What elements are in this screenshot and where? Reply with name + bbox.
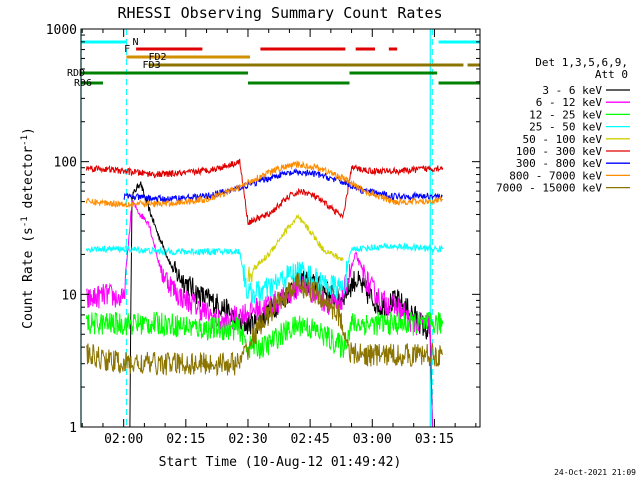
legend-label: 100 - 300 keV — [516, 145, 602, 158]
plot-frame — [80, 28, 481, 428]
legend-header-2: Att 0 — [595, 68, 628, 81]
series-line — [85, 199, 433, 428]
x-axis-label: Start Time (10-Aug-12 01:49:42) — [159, 455, 402, 470]
legend-label: 7000 - 15000 keV — [496, 182, 602, 195]
y-tick-label: 1 — [69, 421, 77, 436]
flag-label: F — [124, 44, 130, 55]
flag-label: N — [132, 37, 138, 48]
y-axis-label-end: ) — [21, 127, 36, 135]
series-line — [85, 241, 444, 304]
x-tick-label: 02:30 — [228, 432, 267, 447]
series-line — [85, 158, 444, 226]
y-tick-label: 100 — [54, 156, 77, 171]
series-line — [85, 160, 444, 208]
y-axis-label-sup2: -1 — [20, 135, 30, 146]
legend-label: 800 - 7000 keV — [509, 169, 602, 182]
y-tick-label: 10 — [61, 288, 77, 303]
legend-label: 12 - 25 keV — [529, 108, 602, 121]
flag-label: RDD — [67, 68, 85, 79]
x-tick-label: 03:15 — [415, 432, 454, 447]
flag-label: FD2 — [148, 52, 166, 63]
y-axis-label-sup1: -1 — [20, 216, 30, 227]
y-axis-label: Count Rate (s-1 detector-1) — [20, 127, 36, 329]
y-axis-label-main: Count Rate (s — [21, 227, 36, 329]
flag-label: FD3 — [143, 60, 161, 71]
chart-title: RHESSI Observing Summary Count Rates — [117, 4, 442, 22]
y-tick-label: 1000 — [46, 23, 77, 38]
x-tick-label: 03:00 — [353, 432, 392, 447]
legend-label: 6 - 12 keV — [536, 96, 603, 109]
legend-header-1: Det 1,3,5,6,9, — [535, 56, 628, 69]
legend-label: 300 - 800 keV — [516, 157, 602, 170]
legend-label: 50 - 100 keV — [523, 133, 603, 146]
flag-label: RD6 — [74, 78, 92, 89]
series-line — [85, 272, 444, 377]
y-axis-label-mid: detector — [21, 146, 36, 217]
legend-label: 25 - 50 keV — [529, 121, 602, 134]
series-line — [85, 311, 444, 359]
footer-date: 24-Oct-2021 21:09 — [554, 468, 636, 477]
x-tick-label: 02:45 — [291, 432, 330, 447]
axes: 1 10 100 1000 02:00 02:15 02:30 02:45 03:00 03:15 — [46, 23, 480, 447]
series-line — [247, 213, 344, 283]
legend-label: 3 - 6 keV — [542, 84, 602, 97]
x-tick-label: 02:00 — [104, 432, 143, 447]
x-tick-label: 02:15 — [166, 432, 205, 447]
